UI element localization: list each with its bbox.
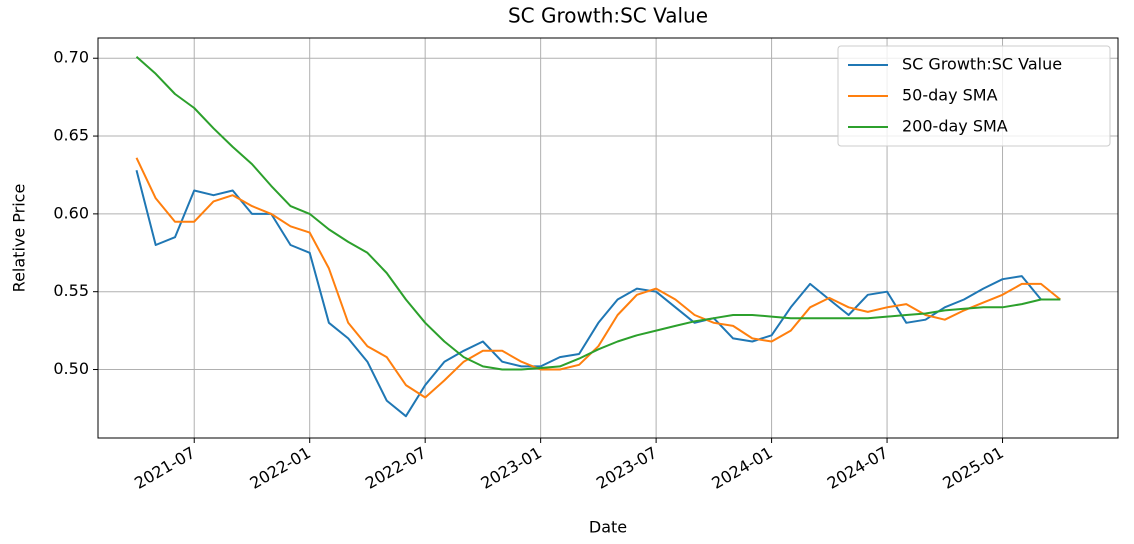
x-tick-label: 2021-07 [131,443,198,493]
x-tick-label: 2024-07 [824,443,891,493]
y-tick-label: 0.60 [53,203,89,222]
x-tick-label: 2023-07 [593,443,660,493]
y-axis-label: Relative Price [10,184,29,293]
chart-title: SC Growth:SC Value [508,4,708,28]
y-tick-label: 0.65 [53,126,89,145]
legend: SC Growth:SC Value 50-day SMA 200-day SMA [837,45,1111,147]
x-tick-label: 2022-07 [362,443,429,493]
y-tick-label: 0.50 [53,359,89,378]
x-tick-label: 2024-01 [708,443,775,493]
legend-box [837,45,1111,147]
legend-label: 50-day SMA [902,86,998,105]
legend-label: 200-day SMA [902,117,1008,136]
y-tick-label: 0.55 [53,281,89,300]
legend-label: SC Growth:SC Value [902,55,1062,74]
series-line [135,157,1061,399]
x-tick-label: 2023-01 [477,443,544,493]
x-axis-label: Date [589,518,627,537]
plot-frame [97,37,1119,439]
x-tick-label: 2025-01 [939,443,1006,493]
series-line [135,170,1061,418]
x-tick-label: 2022-01 [247,443,314,493]
y-tick-label: 0.70 [53,48,89,67]
series-line [135,55,1061,371]
